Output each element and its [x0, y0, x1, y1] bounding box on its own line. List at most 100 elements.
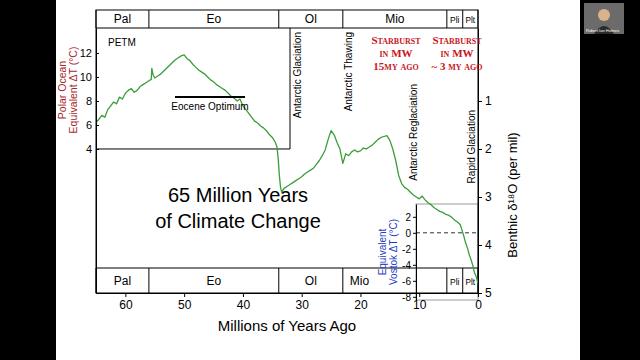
vostok-axis: 2 0 -2 -4 -6 -8	[402, 205, 416, 303]
epoch-divider	[148, 10, 149, 28]
epoch-divider	[342, 10, 343, 28]
epoch-label: Mio	[385, 12, 405, 26]
annotation: Antarctic Glaciation	[292, 32, 303, 118]
tick: 3	[478, 190, 492, 204]
polar-box	[96, 28, 290, 149]
tick-mark	[243, 293, 244, 297]
tick-label: 2	[485, 142, 492, 156]
tick-label: 40	[237, 298, 251, 312]
axis-line	[416, 205, 417, 301]
epoch-divider	[278, 10, 279, 28]
epoch-label: Plt	[466, 16, 476, 25]
epoch-divider	[342, 268, 343, 293]
starburst-note: in MW	[440, 47, 473, 59]
epoch-divider	[462, 10, 463, 28]
y-axis-left: 4 6 8 10 12	[80, 29, 99, 294]
speaker-video: Robert Ian Holmes	[584, 3, 624, 34]
tick-mark	[413, 297, 416, 298]
annotation: Eocene Optimum	[171, 101, 248, 112]
epoch-band-bottom: PalEoOlMioPliPlt	[96, 268, 478, 293]
epoch-divider	[278, 268, 279, 293]
video-frame	[584, 3, 624, 34]
data-line	[96, 55, 478, 284]
tick-label: -2	[402, 244, 411, 255]
tick-mark	[184, 293, 185, 297]
axis-line	[96, 29, 97, 294]
epoch-label: Pal	[114, 12, 131, 26]
epoch-divider	[446, 10, 447, 28]
annotation: PETM	[108, 37, 136, 48]
epoch-band-top: PalEoOlMioPliPlt	[96, 10, 478, 28]
tick-label: 2	[405, 212, 411, 223]
x-axis: 60 50 40 30 20 10 0	[97, 293, 483, 312]
epoch-label: Pli	[450, 277, 460, 287]
tick: 40	[237, 293, 251, 312]
tick: 20	[354, 293, 368, 312]
tick-label: 6	[86, 119, 92, 131]
video-person	[598, 9, 610, 21]
tick-mark	[478, 149, 482, 150]
epoch-label: Eo	[206, 12, 221, 26]
tick-mark	[413, 265, 416, 266]
zero-line	[416, 232, 478, 233]
annotation: Antarctic Thawing	[343, 32, 354, 111]
tick-label: 20	[354, 298, 368, 312]
chart-title: 65 Million Years	[168, 184, 308, 206]
tick: 50	[178, 293, 192, 312]
starburst-note: in MW	[379, 47, 412, 59]
slide	[56, 0, 580, 360]
starburst-note: 15my ago	[373, 60, 418, 72]
plot-area	[96, 55, 478, 284]
tick-label: 50	[178, 298, 192, 312]
annotation: Rapid Glaciation	[466, 110, 477, 183]
tick-mark	[96, 125, 99, 126]
tick-mark	[413, 281, 416, 282]
epoch-divider	[446, 268, 447, 293]
epoch-label: Plt	[466, 278, 476, 287]
tick-mark	[478, 101, 482, 102]
tick: 6	[86, 119, 99, 131]
texts: 65 Million Yearsof Climate ChangeMillion…	[56, 32, 521, 334]
y-axis-title: Equivalent ΔT (°C)	[67, 47, 79, 134]
starburst-note: Starburst	[432, 34, 482, 46]
tick-label: 0	[475, 298, 482, 312]
inset-axis-title: Equivalent	[377, 228, 388, 275]
epoch-label: Eo	[206, 274, 221, 288]
tick-label: -6	[402, 276, 411, 287]
tick: 1	[478, 94, 492, 108]
tick-mark	[96, 53, 99, 54]
tick-label: 4	[86, 143, 92, 155]
starburst-note: ~ 3 my ago	[431, 60, 482, 72]
tick-label: 12	[80, 47, 92, 59]
tick-label: -8	[402, 292, 411, 303]
tick-label: 0	[405, 228, 411, 239]
tick-mark	[96, 77, 99, 78]
tick: 30	[296, 293, 310, 312]
tick-mark	[413, 249, 416, 250]
annotation-bar	[175, 96, 245, 98]
tick-mark	[125, 293, 126, 297]
tick: 10	[413, 293, 427, 312]
tick-label: -4	[402, 260, 411, 271]
tick: 60	[119, 293, 133, 312]
epoch-label: Pli	[450, 15, 460, 25]
chart-title: of Climate Change	[155, 210, 321, 232]
tick-mark	[478, 245, 482, 246]
tick-mark	[96, 149, 99, 150]
axis-line	[97, 293, 479, 294]
tick-label: 10	[80, 71, 92, 83]
tick: 4	[478, 238, 492, 252]
tick: 2	[478, 142, 492, 156]
epoch-label: Ol	[305, 274, 317, 288]
tick-label: 10	[413, 298, 427, 312]
starburst-note: Starburst	[371, 34, 421, 46]
tick-label: 4	[485, 238, 492, 252]
tick-mark	[360, 293, 361, 297]
tick-label: 8	[86, 95, 92, 107]
tick-label: 60	[119, 298, 133, 312]
speaker-name: Robert Ian Holmes	[586, 28, 619, 33]
tick: 4	[86, 143, 99, 155]
band-line	[96, 28, 478, 29]
inset-axis-title: Vostok ΔT (°C)	[388, 219, 399, 285]
tick-label: 3	[485, 190, 492, 204]
